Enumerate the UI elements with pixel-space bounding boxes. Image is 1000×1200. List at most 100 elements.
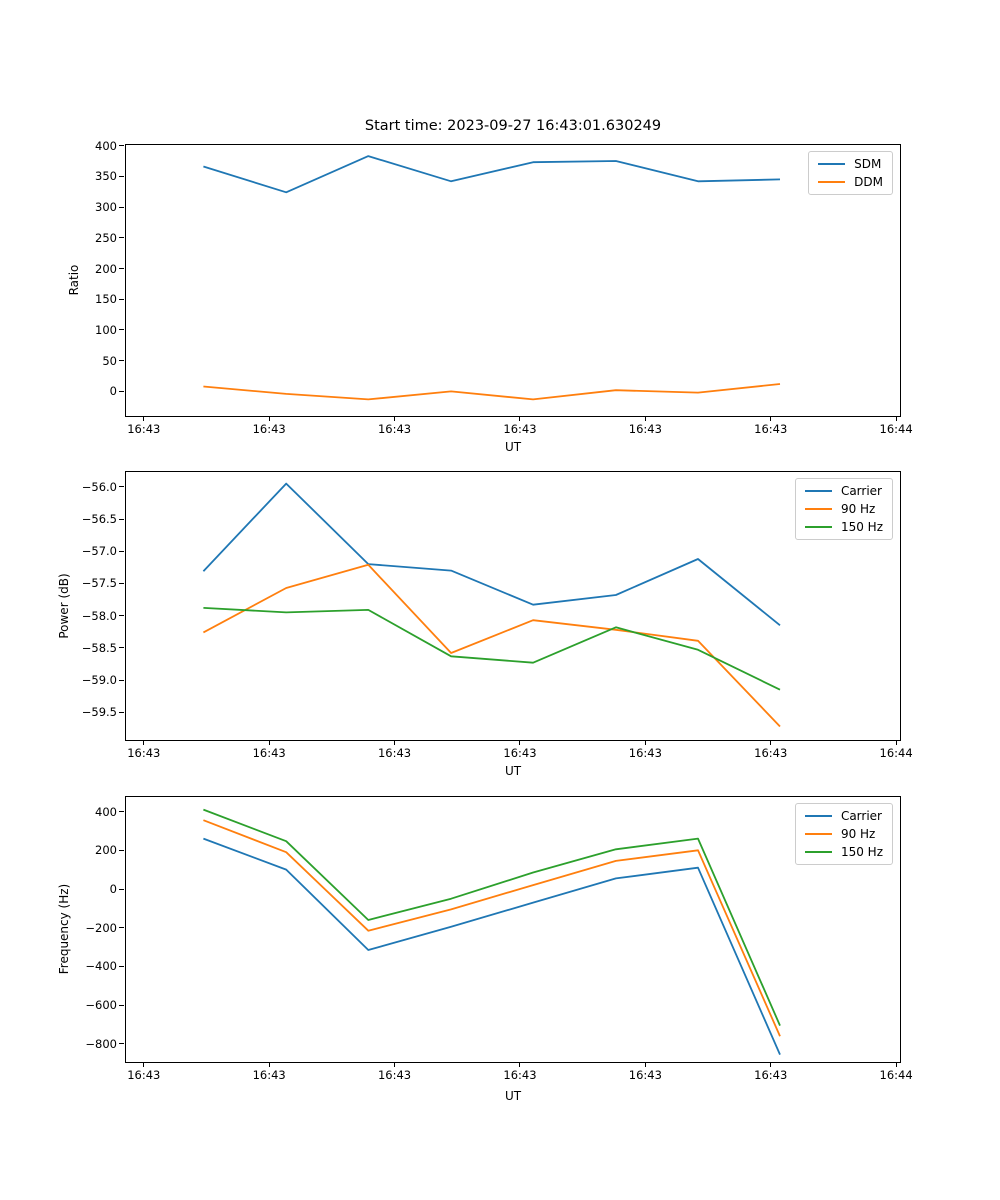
y-tick-label: 250 xyxy=(95,230,117,245)
legend-entry-sdm: SDM xyxy=(818,157,883,171)
legend-label: DDM xyxy=(854,175,883,189)
y-tick-mark xyxy=(119,206,124,208)
x-tick-mark xyxy=(644,1062,646,1067)
y-tick-label: −59.5 xyxy=(81,705,117,720)
x-tick-mark xyxy=(644,416,646,421)
x-tick-label: 16:43 xyxy=(503,422,537,436)
x-tick-label: 16:43 xyxy=(754,746,788,760)
legend-line-swatch xyxy=(804,526,832,528)
y-tick-mark xyxy=(119,582,124,584)
legend: Carrier 90 Hz 150 Hz xyxy=(794,478,893,540)
x-tick-label: 16:43 xyxy=(628,1068,662,1082)
y-tick-label: −56.5 xyxy=(81,512,117,527)
legend-line-swatch xyxy=(804,815,832,817)
y-axis-label-ratio: Ratio xyxy=(67,264,81,296)
legend-line-swatch xyxy=(804,851,832,853)
legend: SDM DDM xyxy=(808,151,893,195)
x-tick-label: 16:43 xyxy=(377,422,412,436)
y-tick-label: −400 xyxy=(85,959,117,974)
legend-label: 150 Hz xyxy=(840,520,883,534)
y-tick-mark xyxy=(119,360,124,362)
x-tick-mark xyxy=(394,740,396,745)
y-tick-mark xyxy=(119,1004,124,1006)
x-tick-label: 16:43 xyxy=(127,422,161,436)
y-tick-label: −200 xyxy=(85,920,117,935)
y-tick-mark xyxy=(119,927,124,929)
series-line-90-hz xyxy=(203,819,781,1037)
x-tick-label: 16:43 xyxy=(377,746,412,760)
y-tick-label: 0 xyxy=(109,882,117,896)
y-tick-mark xyxy=(119,175,124,177)
series-line-90-hz xyxy=(202,563,781,728)
x-tick-label: 16:44 xyxy=(879,746,913,760)
legend-entry-ddm: DDM xyxy=(818,175,883,189)
legend-label: SDM xyxy=(854,157,882,171)
x-tick-label: 16:43 xyxy=(127,1068,161,1082)
y-tick-label: −57.0 xyxy=(81,544,117,559)
y-tick-label: 100 xyxy=(95,322,117,337)
x-tick-mark xyxy=(770,740,772,745)
subplot-ratio: 400 350 300 250 200 150 100 50 0 16:43 16:43 16:43 1… xyxy=(95,139,913,436)
legend-entry-150-hz: 150 Hz xyxy=(804,520,883,534)
series-line-carrier xyxy=(203,837,781,1055)
x-tick-label: 16:43 xyxy=(252,746,286,760)
legend-entry-150-hz: 150 Hz xyxy=(804,845,883,859)
y-tick-mark xyxy=(119,647,124,649)
y-tick-label: 200 xyxy=(95,843,117,858)
x-axis-label-ut-3: UT xyxy=(504,1089,522,1103)
y-tick-mark xyxy=(119,615,124,617)
legend-label: 90 Hz xyxy=(840,502,876,516)
x-tick-label: 16:44 xyxy=(879,422,913,436)
y-tick-mark xyxy=(119,518,124,520)
x-tick-label: 16:43 xyxy=(252,422,286,436)
legend-line-swatch xyxy=(804,833,832,835)
x-tick-label: 16:44 xyxy=(879,1068,913,1082)
y-tick-label: 50 xyxy=(102,353,117,368)
y-tick-mark xyxy=(119,679,124,681)
x-tick-mark xyxy=(519,416,521,421)
y-tick-label: −56.0 xyxy=(81,479,117,494)
plot-lines xyxy=(202,482,781,728)
x-tick-mark xyxy=(770,1062,772,1067)
y-tick-mark xyxy=(119,849,124,851)
x-tick-mark xyxy=(268,740,270,745)
x-tick-mark xyxy=(519,1062,521,1067)
legend-line-swatch xyxy=(818,181,846,183)
x-tick-mark xyxy=(268,1062,270,1067)
y-axis-label-power: Power (dB) xyxy=(57,573,71,639)
legend-line-swatch xyxy=(804,508,832,510)
x-tick-label: 16:43 xyxy=(754,1068,788,1082)
legend-line-swatch xyxy=(818,163,846,165)
y-tick-mark xyxy=(119,1043,124,1045)
x-tick-mark xyxy=(143,740,145,745)
series-line-carrier xyxy=(202,482,781,626)
legend-entry-90-hz: 90 Hz xyxy=(804,502,883,516)
legend-entry-carrier: Carrier xyxy=(804,484,883,498)
y-tick-label: 400 xyxy=(95,804,117,819)
y-tick-label: 350 xyxy=(95,169,117,184)
series-line-sdm xyxy=(203,155,781,194)
x-tick-mark xyxy=(394,416,396,421)
x-tick-mark xyxy=(394,1062,396,1067)
x-tick-label: 16:43 xyxy=(252,1068,286,1082)
x-tick-mark xyxy=(519,740,521,745)
series-line-ddm xyxy=(203,383,781,401)
y-tick-label: −800 xyxy=(85,1036,117,1051)
x-tick-mark xyxy=(895,416,897,421)
x-tick-label: 16:43 xyxy=(754,422,788,436)
y-tick-label: −57.5 xyxy=(81,576,117,591)
y-tick-label: −59.0 xyxy=(81,673,117,688)
legend: Carrier 90 Hz 150 Hz xyxy=(794,803,893,865)
y-tick-mark xyxy=(119,486,124,488)
y-tick-mark xyxy=(119,268,124,270)
y-tick-mark xyxy=(119,145,124,147)
series-line-150-hz xyxy=(203,607,781,691)
y-tick-mark xyxy=(119,329,124,331)
y-tick-mark xyxy=(119,390,124,392)
y-tick-mark xyxy=(119,237,124,239)
y-axis-label-frequency: Frequency (Hz) xyxy=(57,883,71,975)
x-tick-mark xyxy=(644,740,646,745)
x-tick-mark xyxy=(143,1062,145,1067)
legend-label: 150 Hz xyxy=(840,845,883,859)
